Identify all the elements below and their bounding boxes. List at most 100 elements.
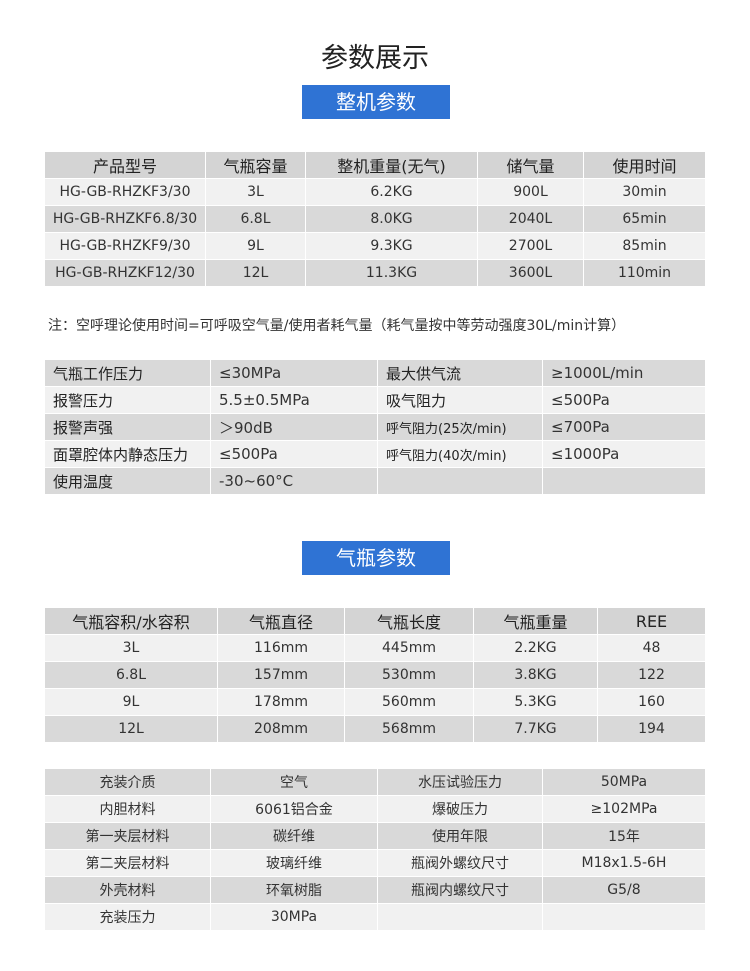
table-row: HG-GB-RHZKF9/30 9L 9.3KG 2700L 85min [44,232,706,260]
table-cell: 最大供气流 [377,359,543,387]
table-cell: 208mm [217,715,345,743]
table-cell: 8.0KG [305,205,478,233]
table-row: 9L 178mm 560mm 5.3KG 160 [44,688,706,716]
table-cell: 30MPa [210,903,378,931]
table-cell: 160 [597,688,706,716]
column-header: 气瓶容量 [205,151,306,179]
table-cell: 瓶阀内螺纹尺寸 [377,876,543,904]
column-header: 气瓶直径 [217,607,345,635]
table-cell: 194 [597,715,706,743]
table-header-row: 气瓶容积/水容积 气瓶直径 气瓶长度 气瓶重量 REE [44,607,706,635]
table-cell: 15年 [542,822,706,850]
table-cell: 水压试验压力 [377,768,543,796]
table-cell: 碳纤维 [210,822,378,850]
table-cell: ≤30MPa [210,359,378,387]
table-cell: ≤500Pa [542,386,706,414]
table-cell: ≤500Pa [210,440,378,468]
table-cell: 外壳材料 [44,876,211,904]
table-row: 报警压力 5.5±0.5MPa 吸气阻力 ≤500Pa [44,386,706,414]
table-cell: 玻璃纤维 [210,849,378,877]
column-header: 产品型号 [44,151,206,179]
table-row: HG-GB-RHZKF6.8/30 6.8L 8.0KG 2040L 65min [44,205,706,233]
table-cell: 2040L [477,205,584,233]
table-cell: ≤1000Pa [542,440,706,468]
table-cell: 445mm [344,634,474,662]
table-row: 气瓶工作压力 ≤30MPa 最大供气流 ≥1000L/min [44,359,706,387]
cylinder-params-table: 气瓶容积/水容积 气瓶直径 气瓶长度 气瓶重量 REE 3L 116mm 445mm 2.2KG… [44,607,706,743]
table-header-row: 产品型号 气瓶容量 整机重量(无气) 储气量 使用时间 [44,151,706,179]
material-table: 充装介质 空气 水压试验压力 50MPa 内胆材料 6061铝合金 爆破压力 ≥102MPa 第… [44,768,706,931]
column-header: 气瓶长度 [344,607,474,635]
table-cell: 178mm [217,688,345,716]
table-cell [377,467,543,495]
table-cell: 2.2KG [473,634,598,662]
table-cell: 122 [597,661,706,689]
table-cell: 157mm [217,661,345,689]
table-cell: 2700L [477,232,584,260]
table-cell: 110min [583,259,706,287]
table-cell: 报警压力 [44,386,211,414]
table-row: HG-GB-RHZKF12/30 12L 11.3KG 3600L 110min [44,259,706,287]
table-row: 面罩腔体内静态压力 ≤500Pa 呼气阻力(40次/min) ≤1000Pa [44,440,706,468]
section-banner-machine: 整机参数 [302,85,450,119]
table-cell: ≥1000L/min [542,359,706,387]
table-cell: 瓶阀外螺纹尺寸 [377,849,543,877]
table-cell [542,903,706,931]
table-cell: 充装压力 [44,903,211,931]
usage-note: 注：空呼理论使用时间=可呼吸空气量/使用者耗气量（耗气量按中等劳动强度30L/m… [48,318,626,334]
column-header: REE [597,607,706,635]
table-cell: 呼气阻力(40次/min) [377,440,543,468]
table-cell: 11.3KG [305,259,478,287]
table-cell: 吸气阻力 [377,386,543,414]
table-row: 内胆材料 6061铝合金 爆破压力 ≥102MPa [44,795,706,823]
table-cell: 65min [583,205,706,233]
column-header: 气瓶容积/水容积 [44,607,218,635]
table-row: 报警声强 ＞90dB 呼气阻力(25次/min) ≤700Pa [44,413,706,441]
table-cell: 第二夹层材料 [44,849,211,877]
section-banner-cylinder: 气瓶参数 [302,541,450,575]
table-cell: 使用年限 [377,822,543,850]
table-cell: 30min [583,178,706,206]
column-header: 整机重量(无气) [305,151,478,179]
table-cell: 9L [44,688,218,716]
table-cell: 3L [44,634,218,662]
page-title: 参数展示 [321,43,429,74]
table-cell [542,467,706,495]
table-cell: 6.8L [205,205,306,233]
table-cell: 560mm [344,688,474,716]
table-cell: 爆破压力 [377,795,543,823]
table-cell: 使用温度 [44,467,211,495]
table-cell: 6061铝合金 [210,795,378,823]
table-cell: HG-GB-RHZKF12/30 [44,259,206,287]
table-cell: 报警声强 [44,413,211,441]
column-header: 使用时间 [583,151,706,179]
table-cell: -30~60°C [210,467,378,495]
table-cell: ≤700Pa [542,413,706,441]
table-row: 6.8L 157mm 530mm 3.8KG 122 [44,661,706,689]
table-cell: 3600L [477,259,584,287]
table-cell: M18x1.5-6H [542,849,706,877]
table-cell: 530mm [344,661,474,689]
table-row: 充装压力 30MPa [44,903,706,931]
table-row: 外壳材料 环氧树脂 瓶阀内螺纹尺寸 G5/8 [44,876,706,904]
table-cell: HG-GB-RHZKF9/30 [44,232,206,260]
table-cell: 3.8KG [473,661,598,689]
column-header: 储气量 [477,151,584,179]
table-row: 3L 116mm 445mm 2.2KG 48 [44,634,706,662]
table-cell: 9.3KG [305,232,478,260]
table-cell: 呼气阻力(25次/min) [377,413,543,441]
table-cell [377,903,543,931]
table-row: 第二夹层材料 玻璃纤维 瓶阀外螺纹尺寸 M18x1.5-6H [44,849,706,877]
table-cell: 116mm [217,634,345,662]
table-cell: 12L [44,715,218,743]
table-cell: 内胆材料 [44,795,211,823]
table-cell: 6.8L [44,661,218,689]
table-cell: 气瓶工作压力 [44,359,211,387]
table-cell: 充装介质 [44,768,211,796]
table-cell: 568mm [344,715,474,743]
table-cell: HG-GB-RHZKF3/30 [44,178,206,206]
table-cell: G5/8 [542,876,706,904]
table-cell: HG-GB-RHZKF6.8/30 [44,205,206,233]
table-cell: 5.5±0.5MPa [210,386,378,414]
table-cell: 85min [583,232,706,260]
